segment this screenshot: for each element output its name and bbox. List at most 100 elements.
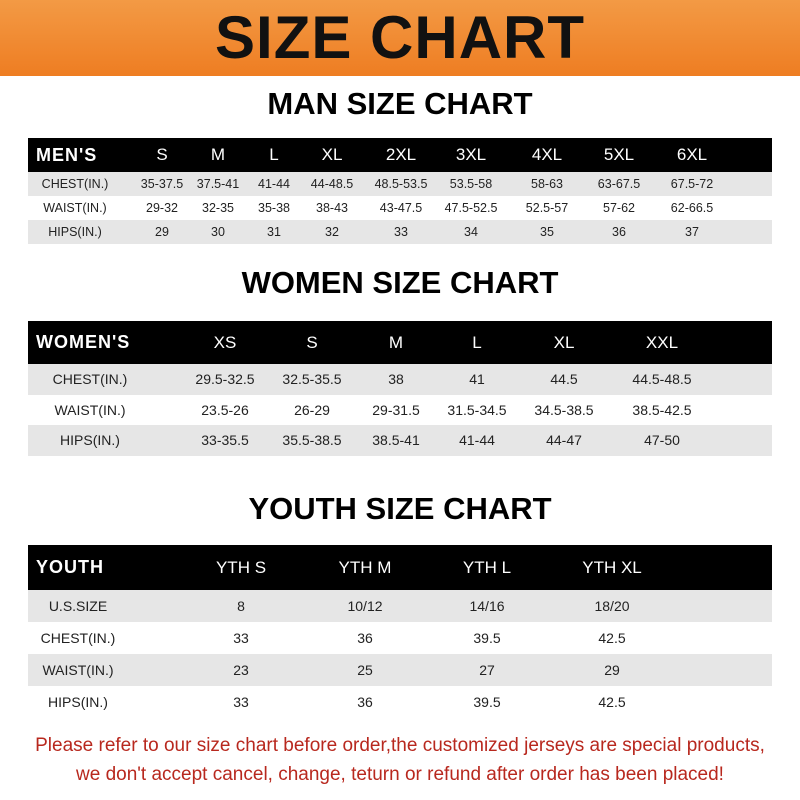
size-header-cell: XL xyxy=(321,145,343,164)
measurement-label: WAIST(IN.) xyxy=(54,401,126,418)
title-banner: SIZE CHART xyxy=(0,0,800,76)
footer-notice-line-2: we don't accept cancel, change, teturn o… xyxy=(76,764,724,785)
size-header-cell: XXL xyxy=(645,333,679,352)
table-cell: 44.5 xyxy=(550,371,578,387)
size-header-cell: 4XL xyxy=(531,145,563,164)
size-header-cell: 2XL xyxy=(385,145,417,164)
table-cell: 25 xyxy=(357,662,373,678)
table-row: CHEST(IN.) 35-37.5 37.5-41 41-44 44-48.5 48.5… xyxy=(28,172,772,196)
table-cell: 29-31.5 xyxy=(372,401,420,418)
table-cell: 35 xyxy=(540,225,554,239)
size-header-cell: S xyxy=(306,333,318,352)
table-cell: 42.5 xyxy=(598,694,626,710)
table-cell: 47.5-52.5 xyxy=(444,201,498,215)
table-cell: 29 xyxy=(604,662,620,678)
size-header-cell: M xyxy=(210,145,226,164)
table-cell: 32 xyxy=(325,225,339,239)
table-cell: 35.5-38.5 xyxy=(282,432,342,448)
table-cell: 38.5-42.5 xyxy=(632,401,692,418)
measurement-label: U.S.SIZE xyxy=(48,598,108,614)
size-header-cell: L xyxy=(472,333,482,352)
measurement-label: HIPS(IN.) xyxy=(48,694,108,710)
table-cell: 33 xyxy=(233,694,249,710)
table-cell: 29-32 xyxy=(146,201,178,215)
table-cell: 43-47.5 xyxy=(379,201,423,215)
table-cell: 38 xyxy=(388,371,404,387)
table-cell: 38-43 xyxy=(316,201,348,215)
table-cell: 38.5-41 xyxy=(372,432,420,448)
table-row: WAIST(IN.) 23.5-26 26-29 29-31.5 31.5-34.5 34… xyxy=(28,394,772,425)
table-cell: 42.5 xyxy=(598,630,626,646)
size-header-cell: L xyxy=(269,145,279,164)
measurement-label: CHEST(IN.) xyxy=(52,371,128,387)
table-cell: 36 xyxy=(357,630,373,646)
table-cell: 34 xyxy=(464,225,478,239)
table-cell: 8 xyxy=(237,598,245,614)
table-cell: 33 xyxy=(394,225,408,239)
youth-size-table: YOUTH YTH S YTH M YTH L YTH XL U.S.SIZE 8 10/12… xyxy=(28,545,772,718)
table-cell: 29 xyxy=(155,225,169,239)
table-cell: 33-35.5 xyxy=(201,432,249,448)
table-cell: 57-62 xyxy=(603,201,635,215)
table-title-cell: MEN'S xyxy=(36,145,98,165)
table-cell: 23.5-26 xyxy=(201,401,249,418)
table-cell: 32-35 xyxy=(202,201,234,215)
table-cell: 34.5-38.5 xyxy=(534,401,594,418)
table-row: HIPS(IN.) 33 36 39.5 42.5 xyxy=(28,686,772,718)
table-cell: 39.5 xyxy=(473,694,501,710)
table-cell: 47-50 xyxy=(644,432,680,448)
table-row: U.S.SIZE 8 10/12 14/16 18/20 xyxy=(28,590,772,622)
men-section-title: MAN SIZE CHART xyxy=(267,86,533,121)
table-row: HIPS(IN.) 29 30 31 32 33 34 35 36 37 xyxy=(28,220,772,244)
table-cell: 36 xyxy=(357,694,373,710)
measurement-label: WAIST(IN.) xyxy=(42,662,114,678)
table-cell: 37.5-41 xyxy=(196,177,240,191)
table-title-cell: YOUTH xyxy=(36,557,104,577)
table-header-row: YOUTH YTH S YTH M YTH L YTH XL xyxy=(28,545,772,590)
table-cell: 29.5-32.5 xyxy=(195,371,255,387)
table-cell: 35-38 xyxy=(258,201,290,215)
table-cell: 62-66.5 xyxy=(670,201,714,215)
table-cell: 52.5-57 xyxy=(525,201,569,215)
measurement-label: HIPS(IN.) xyxy=(48,225,102,239)
men-size-table: MEN'S S M L XL 2XL 3XL 4XL 5XL 6XL CHEST(IN.) 35-37… xyxy=(28,138,772,244)
women-section-title: WOMEN SIZE CHART xyxy=(241,265,559,300)
measurement-label: HIPS(IN.) xyxy=(60,432,120,448)
table-row: CHEST(IN.) 29.5-32.5 32.5-35.5 38 41 44.5 44.5… xyxy=(28,364,772,395)
table-row: WAIST(IN.) 29-32 32-35 35-38 38-43 43-47.5 47.… xyxy=(28,196,772,220)
table-header-row: MEN'S S M L XL 2XL 3XL 4XL 5XL 6XL xyxy=(28,138,772,172)
footer-notice-line-1: Please refer to our size chart before or… xyxy=(35,735,765,756)
size-header-cell: YTH XL xyxy=(582,558,642,577)
table-cell: 58-63 xyxy=(531,177,563,191)
table-cell: 67.5-72 xyxy=(670,177,714,191)
measurement-label: CHEST(IN.) xyxy=(41,177,109,191)
size-header-cell: XL xyxy=(553,333,575,352)
table-cell: 41-44 xyxy=(258,177,290,191)
size-header-cell: S xyxy=(156,145,168,164)
table-cell: 48.5-53.5 xyxy=(374,177,428,191)
table-cell: 39.5 xyxy=(473,630,501,646)
table-cell: 18/20 xyxy=(594,598,630,614)
table-cell: 30 xyxy=(211,225,225,239)
size-header-cell: XS xyxy=(213,333,237,352)
page-title: SIZE CHART xyxy=(215,4,585,71)
table-cell: 23 xyxy=(233,662,249,678)
table-cell: 10/12 xyxy=(347,598,383,614)
table-cell: 32.5-35.5 xyxy=(282,371,342,387)
youth-section-title: YOUTH SIZE CHART xyxy=(248,491,552,526)
table-row: HIPS(IN.) 33-35.5 35.5-38.5 38.5-41 41-44 44-… xyxy=(28,425,772,456)
measurement-label: CHEST(IN.) xyxy=(40,630,116,646)
table-cell: 44.5-48.5 xyxy=(632,371,692,387)
table-cell: 63-67.5 xyxy=(597,177,641,191)
table-cell: 35-37.5 xyxy=(140,177,184,191)
table-cell: 33 xyxy=(233,630,249,646)
size-header-cell: YTH S xyxy=(215,558,267,577)
table-header-row: WOMEN'S XS S M L XL XXL xyxy=(28,321,772,364)
table-cell: 27 xyxy=(479,662,495,678)
measurement-label: WAIST(IN.) xyxy=(43,201,107,215)
table-cell: 31.5-34.5 xyxy=(447,401,507,418)
size-header-cell: 6XL xyxy=(676,145,708,164)
table-title-cell: WOMEN'S xyxy=(36,332,131,352)
table-cell: 36 xyxy=(612,225,626,239)
table-cell: 37 xyxy=(685,225,699,239)
